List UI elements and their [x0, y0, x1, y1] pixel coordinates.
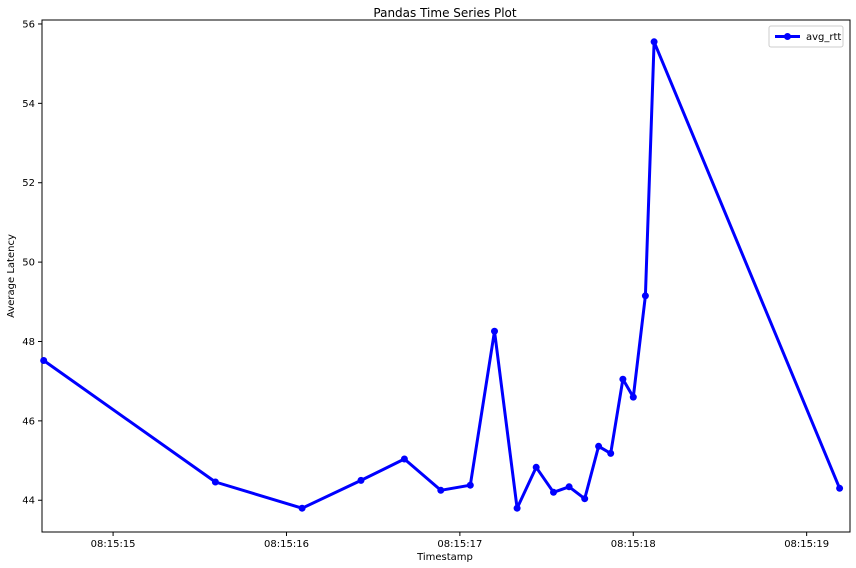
legend-label-avg-rtt: avg_rtt	[806, 32, 841, 43]
legend: avg_rtt	[768, 25, 844, 48]
data-point	[619, 375, 627, 383]
y-tick-label: 54	[22, 99, 35, 110]
chart-title: Pandas Time Series Plot	[373, 6, 517, 20]
y-axis-ticks: 44 46 48 50 52 54 56	[22, 19, 42, 507]
y-tick-label: 44	[22, 496, 35, 507]
data-point	[836, 484, 844, 492]
x-tick-label: 08:15:19	[784, 539, 829, 550]
x-axis-label: Timestamp	[416, 552, 473, 563]
data-point	[532, 463, 540, 471]
data-point	[491, 327, 498, 335]
data-point	[357, 476, 365, 484]
x-tick-label: 08:15:16	[264, 539, 309, 550]
y-tick-label: 46	[22, 416, 35, 427]
data-point	[437, 486, 445, 494]
data-point	[298, 504, 306, 512]
data-point	[607, 449, 615, 457]
plot-area	[41, 19, 851, 533]
y-tick-label: 52	[22, 178, 35, 189]
data-point	[641, 292, 649, 300]
data-point	[581, 495, 589, 503]
series-layer	[40, 38, 844, 512]
x-tick-label: 08:15:17	[437, 539, 482, 550]
data-point	[466, 481, 474, 489]
data-point	[550, 488, 557, 496]
x-tick-label: 08:15:15	[91, 539, 136, 550]
y-tick-label: 50	[22, 258, 35, 269]
x-axis-ticks: 08:15:15 08:15:16 08:15:17 08:15:18 08:15:19	[91, 532, 829, 550]
data-point	[565, 483, 573, 491]
data-point	[629, 393, 637, 401]
data-point	[211, 478, 219, 486]
data-point	[40, 357, 48, 364]
legend-box	[768, 25, 844, 48]
data-point	[400, 455, 408, 463]
data-point	[650, 38, 658, 46]
x-tick-label: 08:15:18	[611, 539, 656, 550]
y-tick-label: 48	[22, 337, 35, 348]
legend-marker-avg-rtt	[784, 33, 791, 40]
y-tick-label: 56	[22, 19, 35, 30]
data-point	[513, 504, 521, 512]
y-axis-label: Average Latency	[6, 234, 17, 318]
data-point	[595, 442, 603, 450]
